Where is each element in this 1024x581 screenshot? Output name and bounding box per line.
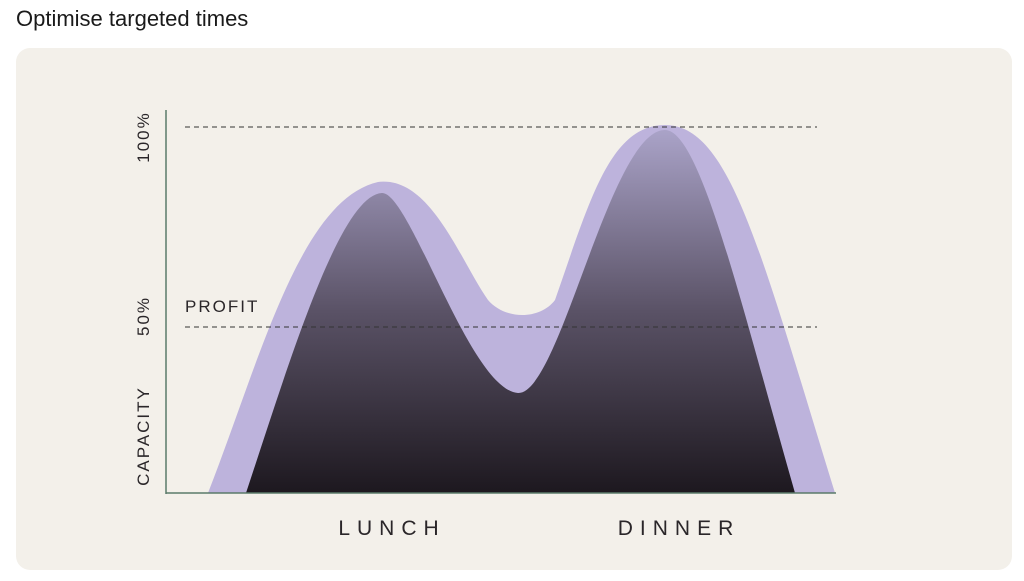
page-title: Optimise targeted times [16, 6, 249, 31]
current-capacity-area [246, 130, 795, 493]
x-label-dinner: DINNER [618, 517, 741, 540]
y-label-100: 100% [134, 111, 153, 162]
y-label-capacity: CAPACITY [134, 386, 153, 486]
y-label-50: 50% [134, 296, 153, 336]
x-label-lunch: LUNCH [338, 517, 445, 540]
profit-label: PROFIT [185, 297, 259, 316]
